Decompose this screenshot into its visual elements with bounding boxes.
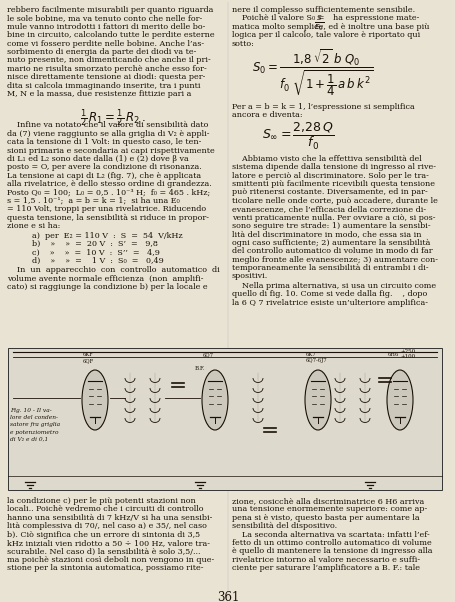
Text: zione, cosicchè alla discriminatrice 6 H6 arriva: zione, cosicchè alla discriminatrice 6 H…	[232, 497, 424, 505]
Text: sistema dipende dalla tensione di ingresso al rive-: sistema dipende dalla tensione di ingres…	[232, 163, 436, 171]
Text: nuto presente, non dimenticando che anche il pri-: nuto presente, non dimenticando che anch…	[7, 57, 211, 64]
Text: sono seguire tre strade: 1) aumentare la sensibi-: sono seguire tre strade: 1) aumentare la…	[232, 222, 430, 230]
Text: locali.. Poichè vedremo che i circuiti di controllo: locali.. Poichè vedremo che i circuiti d…	[7, 506, 203, 514]
Text: 6H6: 6H6	[388, 352, 399, 357]
Ellipse shape	[202, 370, 228, 430]
Text: nisce direttamente tensione ai diodi: questa per-: nisce direttamente tensione ai diodi: qu…	[7, 73, 205, 81]
Text: da (7) viene raggiunto se alla griglia di V₂ è appli-: da (7) viene raggiunto se alla griglia d…	[7, 130, 209, 138]
Text: Infine va notato che il valore di sensibilità dato: Infine va notato che il valore di sensib…	[7, 122, 208, 129]
Text: rivelatrice intorno al valore necessario e suffi-: rivelatrice intorno al valore necessario…	[232, 556, 420, 564]
Text: Posto Q₀ = 100;  L₀ = 0,5 . 10⁻³ H;  f₀ = 465 . kHz;: Posto Q₀ = 100; L₀ = 0,5 . 10⁻³ H; f₀ = …	[7, 188, 210, 197]
Text: scurabile. Nel caso d) la sensibilità è solo 3,5/...: scurabile. Nel caso d) la sensibilità è …	[7, 547, 201, 556]
Text: La seconda alternativa va scartata: infatti l’ef-: La seconda alternativa va scartata: infa…	[232, 530, 430, 539]
Text: sioni primaria e secondaria ai capi rispettivamente: sioni primaria e secondaria ai capi risp…	[7, 147, 215, 155]
Text: s = 1,5 . 10⁻¹;  a = b = k = 1;  si ha una E₀: s = 1,5 . 10⁻¹; a = b = k = 1; si ha una…	[7, 197, 180, 205]
Text: ticolare nelle onde corte, può accadere, durante le: ticolare nelle onde corte, può accadere,…	[232, 197, 438, 205]
Ellipse shape	[305, 370, 331, 430]
Text: hanno una sensibilità di 7 kHz/V si ha una sensibi-: hanno una sensibilità di 7 kHz/V si ha u…	[7, 514, 212, 522]
Text: Per a = b = k = 1, l’espressione si semplifica: Per a = b = k = 1, l’espressione si semp…	[232, 103, 415, 111]
Text: logica per il calcolo, tale valore è riportato qui: logica per il calcolo, tale valore è rip…	[232, 31, 420, 39]
Text: di V₂ e di 0,1: di V₂ e di 0,1	[10, 437, 48, 442]
Text: le sole bobine, ma va tenuto conto che nelle for-: le sole bobine, ma va tenuto conto che n…	[7, 14, 202, 22]
Text: lore del conden-: lore del conden-	[10, 415, 58, 420]
Ellipse shape	[82, 370, 108, 430]
Text: meglio fronte alle evanescenze; 3) aumentare con-: meglio fronte alle evanescenze; 3) aumen…	[232, 256, 438, 264]
Text: kHz iniziali vien ridotto a 50 ÷ 100 Hz, valore tra-: kHz iniziali vien ridotto a 50 ÷ 100 Hz,…	[7, 539, 210, 547]
Text: mario ne risulta smorzato perchè anche esso for-: mario ne risulta smorzato perchè anche e…	[7, 65, 207, 73]
Text: volume avente normale efficienza  (non  amplifi-: volume avente normale efficienza (non am…	[7, 275, 203, 282]
Text: Fig. 10 - Il va-: Fig. 10 - Il va-	[10, 408, 52, 413]
Text: 6Q7: 6Q7	[203, 352, 214, 357]
Text: alla rivelatrice, è dello stesso ordine di grandezza.: alla rivelatrice, è dello stesso ordine …	[7, 180, 212, 188]
Bar	[8, 348, 442, 490]
Text: nere il complesso sufficientemente sensibile.: nere il complesso sufficientemente sensi…	[232, 6, 415, 14]
Text: bine in circuito, calcolando tutte le perdite esterne: bine in circuito, calcolando tutte le pe…	[7, 31, 215, 39]
Text: sotto:: sotto:	[232, 40, 255, 48]
Text: M, N e la massa, due resistenze fittizie pari a: M, N e la massa, due resistenze fittizie…	[7, 90, 192, 98]
Text: B.F.: B.F.	[195, 366, 206, 371]
Text: pena si è visto, questo basta per aumentare la: pena si è visto, questo basta per aument…	[232, 514, 420, 522]
Text: matica molto semplice, ed è inoltre una base più: matica molto semplice, ed è inoltre una …	[232, 23, 430, 31]
Text: ciente per saturare l’amplificatore a B. F.: tale: ciente per saturare l’amplificatore a B.…	[232, 564, 420, 572]
Text: La tensione ai capi di L₂ (fig. 7), che è applicata: La tensione ai capi di L₂ (fig. 7), che …	[7, 172, 201, 180]
Text: venti praticamente nulla. Per ovviare a ciò, si pos-: venti praticamente nulla. Per ovviare a …	[232, 214, 435, 222]
Text: 6KF: 6KF	[83, 352, 94, 357]
Text: b). Ciò significa che un errore di sintonia di 3,5: b). Ciò significa che un errore di sinto…	[7, 530, 200, 539]
Text: $S_0 = \dfrac{1{,}8\,\sqrt{2}\;b\;Q_0}{f_0\;\sqrt{1 + \dfrac{1}{4}\,a\,b\,k^2}}$: $S_0 = \dfrac{1{,}8\,\sqrt{2}\;b\;Q_0}{f…	[252, 48, 373, 98]
Text: lità complessiva di 70/, nel caso a) e 35/, nel caso: lità complessiva di 70/, nel caso a) e 3…	[7, 522, 207, 530]
Text: d)    »    »  =    1 V  :  S₀  =   0,49: d) » » = 1 V : S₀ = 0,49	[32, 257, 164, 265]
Text: stione per la sintonia automatica, possiamo rite-: stione per la sintonia automatica, possi…	[7, 564, 203, 572]
Text: dita si calcola immaginando inserite, tra i punti: dita si calcola immaginando inserite, tr…	[7, 82, 201, 90]
Text: ha espressione mate-: ha espressione mate-	[333, 14, 420, 22]
Text: In  un  apparecchio  con  controllo  automatico  di: In un apparecchio con controllo automati…	[7, 266, 220, 274]
Text: b)    »    »  =  20 V  :  S’  =   9,8: b) » » = 20 V : S’ = 9,8	[32, 240, 158, 248]
Text: e potenziometro: e potenziometro	[10, 430, 59, 435]
Text: questa tensione, la sensibilità si riduce in propor-: questa tensione, la sensibilità si riduc…	[7, 214, 209, 222]
Text: latore e perciò al discriminatore. Solo per le tra-: latore e perciò al discriminatore. Solo …	[232, 172, 429, 179]
Text: spositivi.: spositivi.	[232, 272, 268, 281]
Text: 361: 361	[217, 591, 239, 602]
Text: ancora e diventa:: ancora e diventa:	[232, 111, 303, 119]
Text: sorbimento di energia da parte dei diodi va te-: sorbimento di energia da parte dei diodi…	[7, 48, 197, 56]
Text: ma poichè stazioni così deboli non vengono in que-: ma poichè stazioni così deboli non vengo…	[7, 556, 214, 564]
Text: la condizione c) per le più potenti stazioni non: la condizione c) per le più potenti staz…	[7, 497, 196, 505]
Text: zione e si ha:: zione e si ha:	[7, 222, 61, 230]
Text: 6Q7-6J7: 6Q7-6J7	[306, 358, 328, 363]
Text: cato) si raggiunge la condizione b) per la locale e: cato) si raggiunge la condizione b) per …	[7, 283, 207, 291]
Text: ogni caso sufficiente; 2) aumentare la sensibilità: ogni caso sufficiente; 2) aumentare la s…	[232, 239, 430, 247]
Text: quello di fig. 10. Come si vede dalla fig.    , dopo: quello di fig. 10. Come si vede dalla fi…	[232, 290, 427, 298]
Text: $\frac{1}{2}\,R_1 = \frac{1}{2}\,R_2\,.$: $\frac{1}{2}\,R_1 = \frac{1}{2}\,R_2\,.$	[80, 107, 146, 129]
Text: può ritenersi costante. Diversamente, ed in par-: può ritenersi costante. Diversamente, ed…	[232, 188, 428, 196]
Text: satore fra griglia: satore fra griglia	[10, 423, 60, 427]
Text: di L₁ ed L₂ sono date dalla (1) e (2) dove β va: di L₁ ed L₂ sono date dalla (1) e (2) do…	[7, 155, 189, 163]
Text: $S_\infty = \dfrac{2{,}28\,Q}{f_0}$: $S_\infty = \dfrac{2{,}28\,Q}{f_0}$	[262, 121, 334, 152]
Text: +250: +250	[400, 349, 415, 354]
Text: Nella prima alternativa, si usa un circuito come: Nella prima alternativa, si usa un circu…	[232, 282, 436, 290]
Text: lità del discriminatore in modo, che essa sia in: lità del discriminatore in modo, che ess…	[232, 231, 421, 238]
Ellipse shape	[387, 370, 413, 430]
Text: fetto di un ottimo controllo automatico di volume: fetto di un ottimo controllo automatico …	[232, 539, 432, 547]
Text: 6K7: 6K7	[306, 352, 317, 357]
Text: la 6 Q 7 rivelatrice esiste un’ulteriore amplifica-: la 6 Q 7 rivelatrice esiste un’ulteriore…	[232, 299, 428, 306]
Text: 6QF: 6QF	[83, 358, 94, 363]
Text: temporaneamente la sensibilità di entrambi i di-: temporaneamente la sensibilità di entram…	[232, 264, 429, 272]
Text: +100: +100	[400, 354, 415, 359]
Text: a)  per  E₂ = 110 V  :  S  =  54  V/kHz: a) per E₂ = 110 V : S = 54 V/kHz	[32, 232, 182, 240]
Text: sensibilità del dispositivo.: sensibilità del dispositivo.	[232, 522, 337, 530]
Text: evanescenze, che l’efficacia della correzione di-: evanescenze, che l’efficacia della corre…	[232, 205, 426, 213]
Text: come vi fossero perdite nelle bobine. Anche l’as-: come vi fossero perdite nelle bobine. An…	[7, 40, 204, 48]
Text: mule vanno introdotti i fattori di merito delle bo-: mule vanno introdotti i fattori di merit…	[7, 23, 205, 31]
Text: c)    »    »  =  10 V  :  S’’  =   4,9: c) » » = 10 V : S’’ = 4,9	[32, 249, 160, 256]
Text: una tensione enormemente superiore: come ap-: una tensione enormemente superiore: come…	[232, 506, 427, 514]
Text: Poichè il valore S₀ =: Poichè il valore S₀ =	[232, 14, 324, 22]
Text: cata la tensione di 1 Volt: in questo caso, le ten-: cata la tensione di 1 Volt: in questo ca…	[7, 138, 202, 146]
Text: Abbiamo visto che la effettiva sensibilità del: Abbiamo visto che la effettiva sensibili…	[232, 155, 422, 163]
Text: del controllo automatico di volume in modo di far: del controllo automatico di volume in mo…	[232, 247, 433, 255]
Text: rebbero facilmente misurabili per quanto riguarda: rebbero facilmente misurabili per quanto…	[7, 6, 213, 14]
Text: $\frac{S}{E_0}$: $\frac{S}{E_0}$	[314, 13, 324, 33]
Text: = 110 Volt, troppi per una rivelatrice. Riducendo: = 110 Volt, troppi per una rivelatrice. …	[7, 205, 206, 213]
Text: smittenti più facilmente ricevibili questa tensione: smittenti più facilmente ricevibili ques…	[232, 180, 435, 188]
Text: è quello di mantenere la tensione di ingresso alla: è quello di mantenere la tensione di ing…	[232, 547, 433, 556]
Text: posto = O, per avere la condizione di risonanza.: posto = O, per avere la condizione di ri…	[7, 163, 202, 172]
